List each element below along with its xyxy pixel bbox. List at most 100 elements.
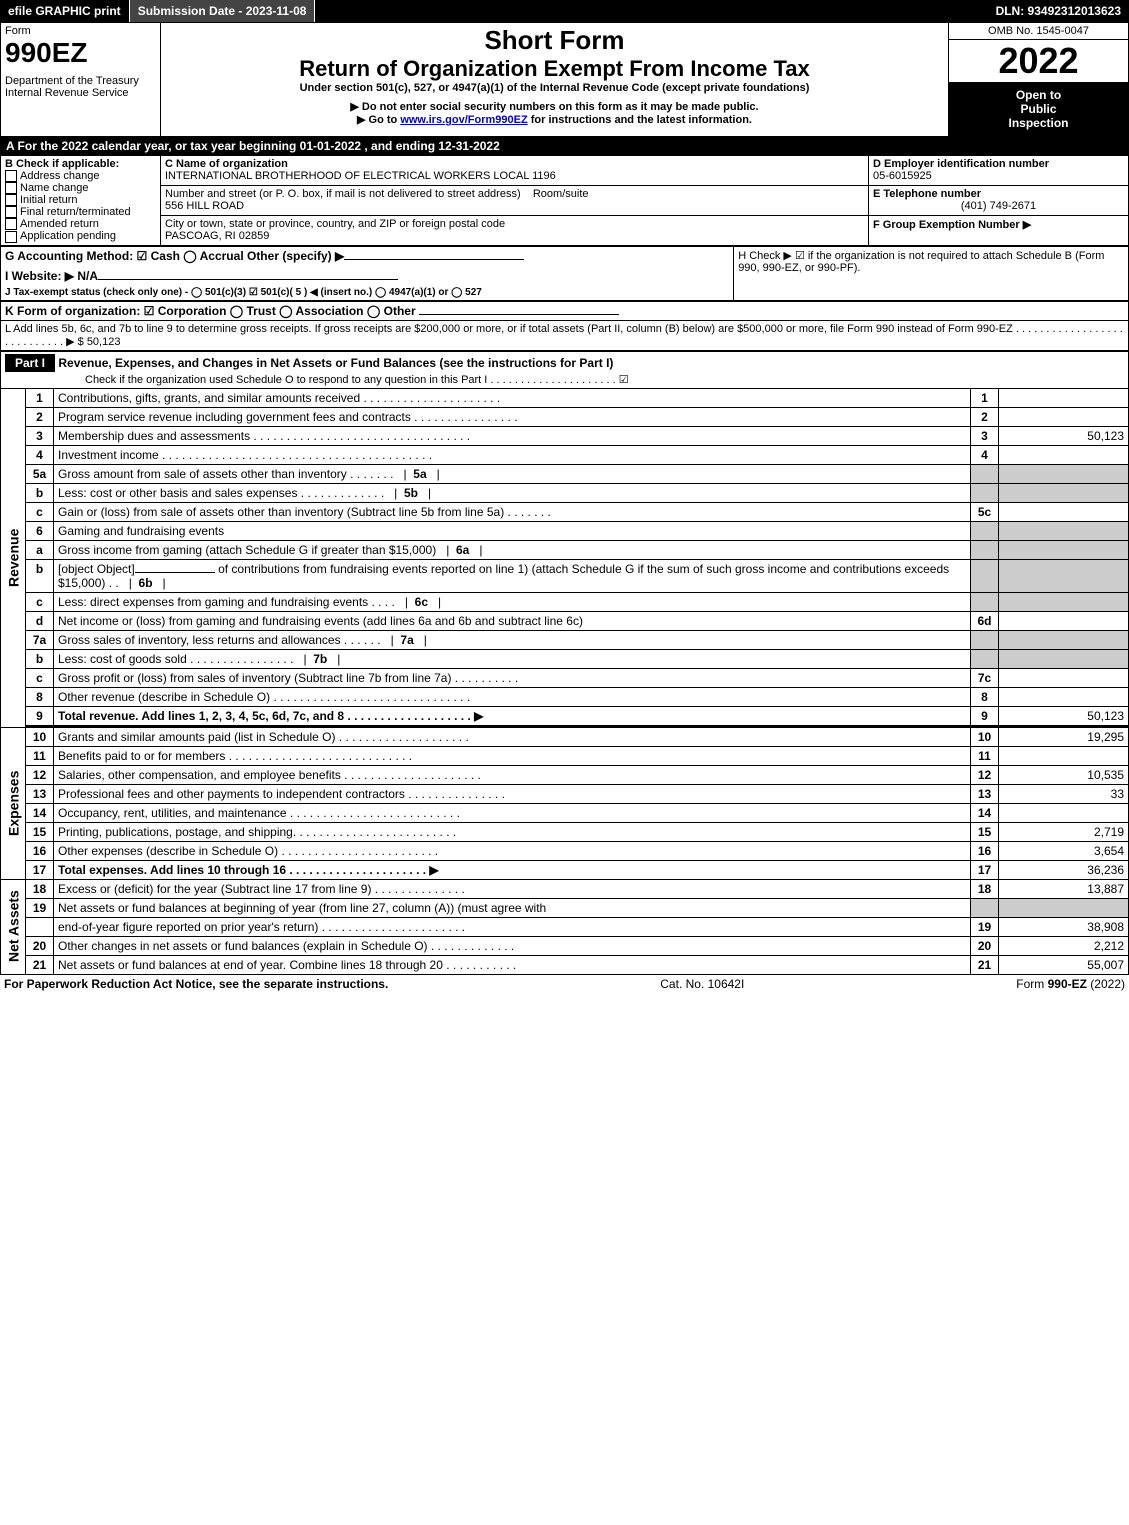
- line-12: Salaries, other compensation, and employ…: [54, 765, 971, 784]
- val-20: 2,212: [999, 936, 1129, 955]
- title-cell: Short Form Return of Organization Exempt…: [161, 23, 949, 137]
- val-5c: [999, 502, 1129, 521]
- line-6d: Net income or (loss) from gaming and fun…: [54, 611, 971, 630]
- c-street-cell: Number and street (or P. O. box, if mail…: [161, 185, 869, 215]
- main-title: Return of Organization Exempt From Incom…: [165, 56, 944, 82]
- org-name: INTERNATIONAL BROTHERHOOD OF ELECTRICAL …: [165, 170, 556, 182]
- chk-address[interactable]: [5, 170, 17, 182]
- c-name-cell: C Name of organization INTERNATIONAL BRO…: [161, 156, 869, 186]
- ein: 05-6015925: [873, 170, 932, 182]
- line-9: Total revenue. Add lines 1, 2, 3, 4, 5c,…: [54, 706, 971, 725]
- irs-link[interactable]: www.irs.gov/Form990EZ: [400, 114, 527, 126]
- val-14: [999, 803, 1129, 822]
- line-14: Occupancy, rent, utilities, and maintena…: [54, 803, 971, 822]
- line-5b: Less: cost or other basis and sales expe…: [54, 483, 971, 502]
- city-state-zip: PASCOAG, RI 02859: [165, 230, 269, 242]
- g-text: G Accounting Method: ☑ Cash ◯ Accrual Ot…: [5, 249, 344, 263]
- line-3: Membership dues and assessments . . . . …: [54, 426, 971, 445]
- netassets-label: Net Assets: [1, 879, 26, 974]
- footer-left: For Paperwork Reduction Act Notice, see …: [4, 977, 388, 991]
- tax-year: 2022: [949, 40, 1128, 82]
- line-13: Professional fees and other payments to …: [54, 784, 971, 803]
- bcdef-table: B Check if applicable: Address change Na…: [0, 155, 1129, 246]
- top-bar: efile GRAPHIC print Submission Date - 20…: [0, 0, 1129, 22]
- line-15: Printing, publications, postage, and shi…: [54, 822, 971, 841]
- val-6d: [999, 611, 1129, 630]
- val-18: 13,887: [999, 879, 1129, 898]
- val-3: 50,123: [999, 426, 1129, 445]
- val-13: 33: [999, 784, 1129, 803]
- footer-right: Form 990-EZ (2022): [1016, 977, 1125, 991]
- line-11: Benefits paid to or for members . . . . …: [54, 746, 971, 765]
- h-cell: H Check ▶ ☑ if the organization is not r…: [734, 246, 1129, 300]
- gh-table: G Accounting Method: ☑ Cash ◯ Accrual Ot…: [0, 246, 1129, 301]
- row-a: A For the 2022 calendar year, or tax yea…: [0, 137, 1129, 155]
- val-19: 38,908: [999, 917, 1129, 936]
- dln: DLN: 93492312013623: [988, 0, 1129, 22]
- line-8: Other revenue (describe in Schedule O) .…: [54, 687, 971, 706]
- line-7a: Gross sales of inventory, less returns a…: [54, 630, 971, 649]
- year-badge-cell: 2022 Open to Public Inspection: [949, 40, 1129, 137]
- line-4: Investment income . . . . . . . . . . . …: [54, 445, 971, 464]
- line-17: Total expenses. Add lines 10 through 16 …: [54, 860, 971, 879]
- chk-initial[interactable]: [5, 194, 17, 206]
- e-cell: E Telephone number (401) 749-2671: [869, 185, 1129, 215]
- section-b: B Check if applicable: Address change Na…: [1, 156, 161, 246]
- val-15: 2,719: [999, 822, 1129, 841]
- line-6a: Gross income from gaming (attach Schedul…: [54, 540, 971, 559]
- chk-final[interactable]: [5, 206, 17, 218]
- line-7c: Gross profit or (loss) from sales of inv…: [54, 668, 971, 687]
- val-11: [999, 746, 1129, 765]
- revenue-label: Revenue: [1, 388, 26, 727]
- warn-text: ▶ Do not enter social security numbers o…: [165, 100, 944, 113]
- val-1: [999, 388, 1129, 407]
- part1-box: Part I: [5, 354, 55, 372]
- j-text: J Tax-exempt status (check only one) - ◯…: [5, 287, 482, 298]
- omb-cell: OMB No. 1545-0047: [949, 23, 1129, 40]
- line-6: Gaming and fundraising events: [54, 521, 971, 540]
- part1-title: Revenue, Expenses, and Changes in Net As…: [58, 356, 613, 370]
- line-19a: Net assets or fund balances at beginning…: [54, 898, 971, 917]
- part1-header: Part I Revenue, Expenses, and Changes in…: [0, 351, 1129, 388]
- form-label: Form: [5, 25, 156, 37]
- line-7b: Less: cost of goods sold . . . . . . . .…: [54, 649, 971, 668]
- efile-label[interactable]: efile GRAPHIC print: [0, 0, 130, 22]
- line-2: Program service revenue including govern…: [54, 407, 971, 426]
- inspection-badge: Open to Public Inspection: [949, 82, 1128, 136]
- kl-table: K Form of organization: ☑ Corporation ◯ …: [0, 301, 1129, 351]
- val-2: [999, 407, 1129, 426]
- expenses-label: Expenses: [1, 727, 26, 879]
- c-city-cell: City or town, state or province, country…: [161, 215, 869, 245]
- dept-label: Department of the Treasury Internal Reve…: [5, 75, 156, 99]
- f-cell: F Group Exemption Number ▶: [869, 215, 1129, 245]
- val-10: 19,295: [999, 727, 1129, 746]
- footer: For Paperwork Reduction Act Notice, see …: [0, 975, 1129, 993]
- line-6b: [object Object] of contributions from fu…: [54, 559, 971, 592]
- chk-pending[interactable]: [5, 231, 17, 243]
- val-17: 36,236: [999, 860, 1129, 879]
- form-cell: Form 990EZ Department of the Treasury In…: [1, 23, 161, 137]
- line-18: Excess or (deficit) for the year (Subtra…: [54, 879, 971, 898]
- goto-text: ▶ Go to www.irs.gov/Form990EZ for instru…: [165, 113, 944, 126]
- i-text: I Website: ▶ N/A: [5, 269, 98, 283]
- under-text: Under section 501(c), 527, or 4947(a)(1)…: [165, 82, 944, 94]
- part1-table: Revenue 1 Contributions, gifts, grants, …: [0, 388, 1129, 975]
- submission-date: Submission Date - 2023-11-08: [130, 0, 316, 22]
- line-16: Other expenses (describe in Schedule O) …: [54, 841, 971, 860]
- g-cell: G Accounting Method: ☑ Cash ◯ Accrual Ot…: [1, 246, 734, 300]
- val-7c: [999, 668, 1129, 687]
- form-number: 990EZ: [5, 37, 156, 69]
- chk-amended[interactable]: [5, 218, 17, 230]
- k-cell: K Form of organization: ☑ Corporation ◯ …: [1, 301, 1129, 320]
- line-6c: Less: direct expenses from gaming and fu…: [54, 592, 971, 611]
- header-table: Form 990EZ Department of the Treasury In…: [0, 22, 1129, 137]
- line-21: Net assets or fund balances at end of ye…: [54, 955, 971, 974]
- footer-cat: Cat. No. 10642I: [660, 977, 744, 991]
- chk-name[interactable]: [5, 182, 17, 194]
- l-cell: L Add lines 5b, 6c, and 7b to line 9 to …: [1, 320, 1129, 350]
- d-cell: D Employer identification number 05-6015…: [869, 156, 1129, 186]
- val-16: 3,654: [999, 841, 1129, 860]
- line-20: Other changes in net assets or fund bala…: [54, 936, 971, 955]
- line-1: Contributions, gifts, grants, and simila…: [54, 388, 971, 407]
- phone: (401) 749-2671: [873, 200, 1124, 212]
